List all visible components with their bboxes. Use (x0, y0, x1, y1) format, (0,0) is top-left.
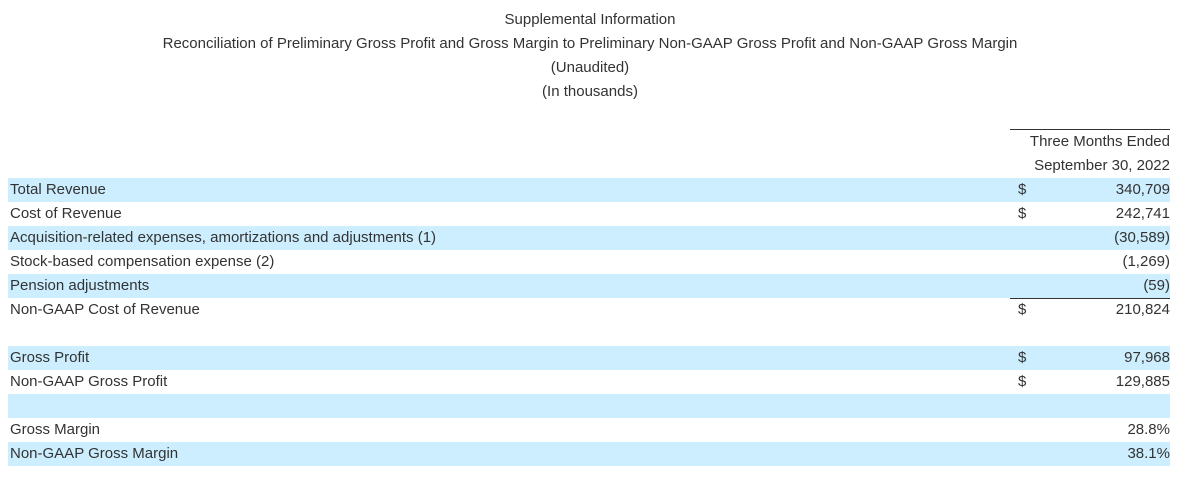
row-label: Gross Margin (10, 421, 101, 438)
table-row-total-revenue: Total Revenue $ 340,709 (8, 178, 1170, 202)
row-value: (1,269) (1122, 253, 1170, 270)
row-value: 129,885 (1115, 373, 1170, 390)
row-value: (30,589) (1114, 229, 1170, 246)
row-label: Cost of Revenue (10, 205, 122, 222)
period-header-line1: Three Months Ended (1029, 133, 1170, 150)
row-value: 38.1% (1127, 445, 1170, 462)
currency-symbol: $ (1018, 349, 1027, 366)
row-value: 210,824 (1115, 301, 1170, 318)
currency-symbol: $ (1018, 373, 1027, 390)
row-value: 242,741 (1115, 205, 1170, 222)
period-header-line2: September 30, 2022 (1034, 157, 1170, 174)
currency-symbol: $ (1018, 205, 1027, 222)
row-spacer (8, 322, 1170, 346)
currency-symbol: $ (1018, 181, 1027, 198)
table-row-gross-margin: Gross Margin 28.8% (8, 418, 1170, 442)
table-row-empty (8, 394, 1170, 418)
table-row-cost-of-revenue: Cost of Revenue $ 242,741 (8, 202, 1170, 226)
table-row-stock-based-compensation: Stock-based compensation expense (2) (1,… (8, 250, 1170, 274)
table-row-pension-adjustments: Pension adjustments (59) (8, 274, 1170, 298)
row-label: Stock-based compensation expense (2) (10, 253, 275, 270)
units-note: (In thousands) (542, 83, 638, 100)
row-value: 28.8% (1127, 421, 1170, 438)
report-title: Supplemental Information (504, 11, 676, 28)
table-row-non-gaap-gross-margin: Non-GAAP Gross Margin 38.1% (8, 442, 1170, 466)
unaudited-note: (Unaudited) (550, 59, 630, 76)
row-label: Non-GAAP Gross Margin (10, 445, 179, 462)
table-row-gross-profit: Gross Profit $ 97,968 (8, 346, 1170, 370)
row-value: (59) (1143, 277, 1170, 294)
report-header: Supplemental Information Reconciliation … (0, 8, 1180, 104)
row-label: Non-GAAP Cost of Revenue (10, 301, 200, 318)
row-value: 97,968 (1124, 349, 1170, 366)
table-row-acquisition-expenses: Acquisition-related expenses, amortizati… (8, 226, 1170, 250)
currency-symbol: $ (1018, 301, 1027, 318)
table-row-non-gaap-gross-profit: Non-GAAP Gross Profit $ 129,885 (8, 370, 1170, 394)
reconciliation-table: Total Revenue $ 340,709 Cost of Revenue … (8, 178, 1170, 466)
row-label: Acquisition-related expenses, amortizati… (10, 229, 437, 246)
report-subtitle: Reconciliation of Preliminary Gross Prof… (162, 35, 1018, 52)
row-label: Gross Profit (10, 349, 90, 366)
row-value: 340,709 (1115, 181, 1170, 198)
period-column-header: Three Months Ended September 30, 2022 (1010, 129, 1170, 178)
row-label: Non-GAAP Gross Profit (10, 373, 168, 390)
row-label: Total Revenue (10, 181, 106, 198)
table-row-non-gaap-cost-of-revenue: Non-GAAP Cost of Revenue $ 210,824 (8, 298, 1170, 322)
subtotal-rule (1010, 298, 1170, 299)
row-label: Pension adjustments (10, 277, 150, 294)
